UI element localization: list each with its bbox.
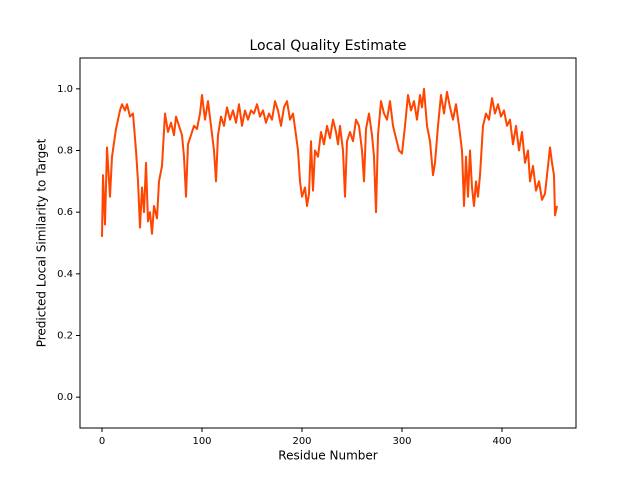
- y-tick-label: 0.4: [57, 269, 73, 280]
- plot-area: [101, 87, 558, 237]
- x-tick-label: 400: [492, 436, 511, 447]
- y-tick-label: 0.6: [57, 207, 73, 218]
- x-tick-label: 100: [192, 436, 211, 447]
- x-tick-label: 200: [292, 436, 311, 447]
- y-tick-label: 0.2: [57, 331, 73, 342]
- y-tick-label: 0.0: [57, 392, 73, 403]
- x-tick-label: 300: [392, 436, 411, 447]
- axes-frame: [79, 57, 577, 429]
- y-tick-label: 1.0: [57, 84, 73, 95]
- y-axis-label: Predicted Local Similarity to Target: [35, 138, 49, 347]
- chart-title: Local Quality Estimate: [249, 38, 406, 54]
- x-tick-label: 0: [99, 436, 105, 447]
- x-axis-label: Residue Number: [278, 449, 377, 463]
- data-line: [101, 87, 558, 237]
- y-tick-label: 0.8: [57, 146, 73, 157]
